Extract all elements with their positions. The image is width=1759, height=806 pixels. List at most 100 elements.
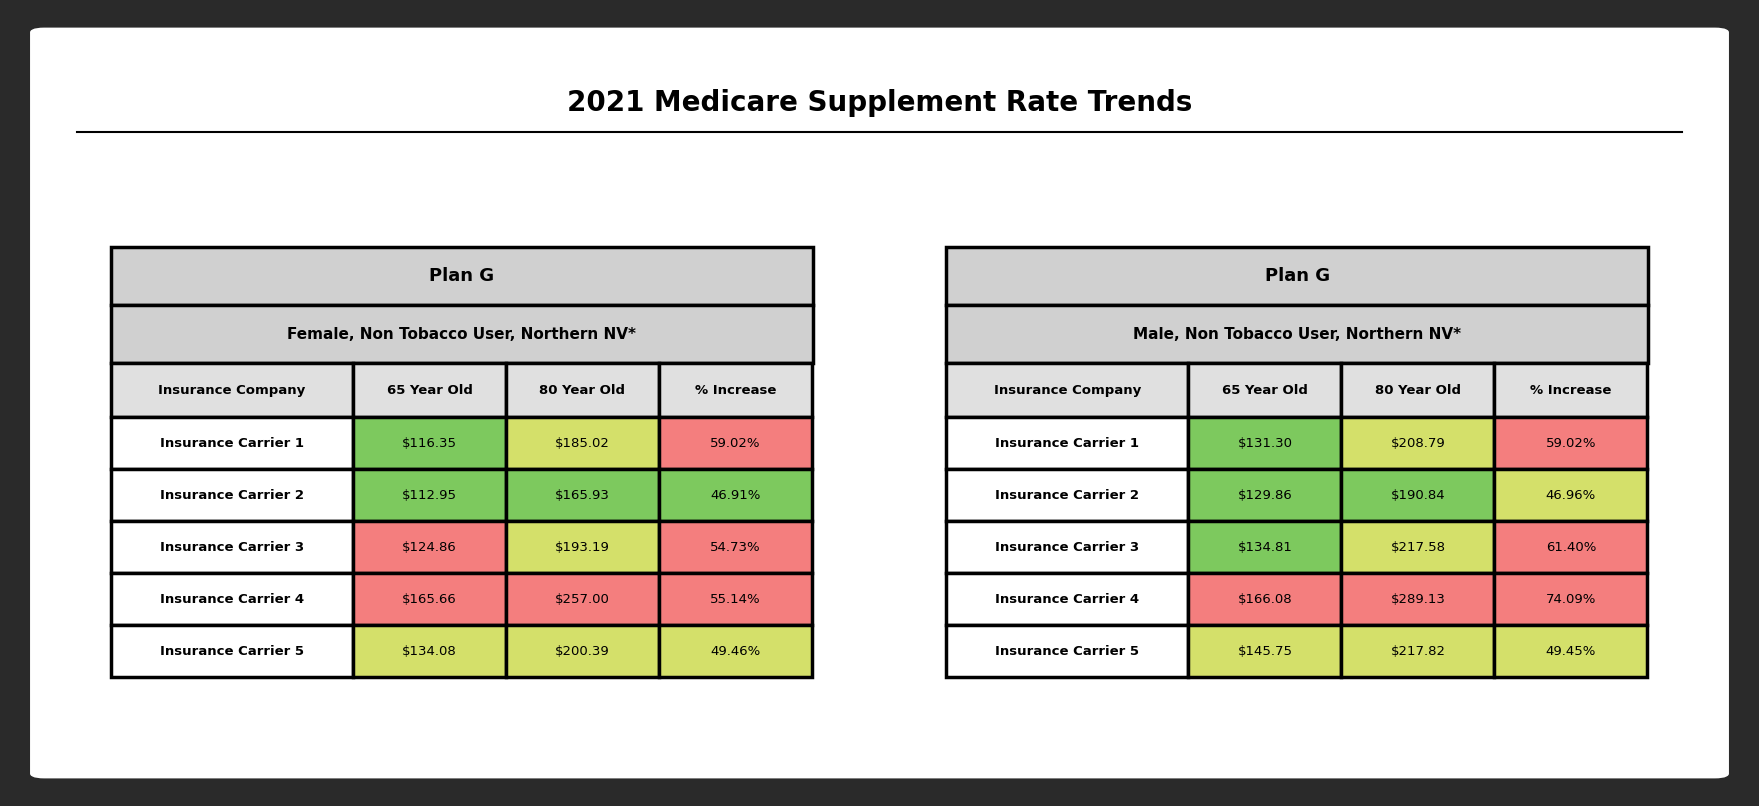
Text: $166.08: $166.08	[1238, 592, 1293, 606]
Text: 2021 Medicare Supplement Rate Trends: 2021 Medicare Supplement Rate Trends	[566, 89, 1193, 117]
Bar	[111, 625, 354, 677]
Bar	[1189, 625, 1342, 677]
Text: 49.46%: 49.46%	[711, 645, 760, 658]
Text: $124.86: $124.86	[403, 541, 457, 554]
Bar	[1342, 573, 1495, 625]
Bar	[946, 625, 1189, 677]
Bar	[660, 625, 813, 677]
Bar	[354, 418, 507, 469]
Text: $145.75: $145.75	[1238, 645, 1293, 658]
Text: Insurance Carrier 5: Insurance Carrier 5	[996, 645, 1140, 658]
Bar	[1342, 418, 1495, 469]
Bar	[507, 521, 660, 573]
Text: 80 Year Old: 80 Year Old	[540, 384, 626, 397]
Text: $165.93: $165.93	[556, 488, 610, 501]
Text: Insurance Company: Insurance Company	[158, 384, 306, 397]
Text: $134.81: $134.81	[1238, 541, 1293, 554]
Text: 59.02%: 59.02%	[711, 437, 760, 450]
Bar	[111, 469, 354, 521]
Text: Insurance Carrier 1: Insurance Carrier 1	[160, 437, 304, 450]
Bar	[354, 364, 507, 418]
Text: $200.39: $200.39	[556, 645, 610, 658]
Bar	[946, 521, 1189, 573]
Bar	[660, 521, 813, 573]
Text: $257.00: $257.00	[556, 592, 610, 606]
Text: $208.79: $208.79	[1391, 437, 1446, 450]
Text: Insurance Carrier 4: Insurance Carrier 4	[996, 592, 1140, 606]
Text: 49.45%: 49.45%	[1546, 645, 1595, 658]
Text: Insurance Carrier 4: Insurance Carrier 4	[160, 592, 304, 606]
Bar	[1342, 521, 1495, 573]
Bar	[660, 573, 813, 625]
Text: 80 Year Old: 80 Year Old	[1376, 384, 1462, 397]
Bar	[1495, 418, 1648, 469]
Bar	[1495, 625, 1648, 677]
Bar	[1495, 364, 1648, 418]
Bar	[660, 418, 813, 469]
Bar	[1495, 469, 1648, 521]
Text: $193.19: $193.19	[556, 541, 610, 554]
Bar	[507, 364, 660, 418]
FancyBboxPatch shape	[28, 25, 1731, 781]
Bar	[946, 418, 1189, 469]
Text: 74.09%: 74.09%	[1546, 592, 1595, 606]
Text: Insurance Carrier 3: Insurance Carrier 3	[996, 541, 1140, 554]
Text: $217.82: $217.82	[1390, 645, 1446, 658]
Bar	[111, 521, 354, 573]
Bar	[946, 364, 1189, 418]
Text: % Increase: % Increase	[1530, 384, 1611, 397]
Bar	[1342, 364, 1495, 418]
Text: 55.14%: 55.14%	[711, 592, 762, 606]
Bar	[946, 247, 1648, 305]
Bar	[946, 469, 1189, 521]
Text: $134.08: $134.08	[403, 645, 457, 658]
Text: Insurance Carrier 3: Insurance Carrier 3	[160, 541, 304, 554]
Text: $165.66: $165.66	[403, 592, 457, 606]
Bar	[507, 573, 660, 625]
Bar	[111, 418, 354, 469]
Text: Insurance Carrier 2: Insurance Carrier 2	[996, 488, 1140, 501]
Bar	[1189, 521, 1342, 573]
Text: $131.30: $131.30	[1238, 437, 1293, 450]
Bar	[354, 521, 507, 573]
Bar	[111, 364, 354, 418]
Text: 65 Year Old: 65 Year Old	[1223, 384, 1309, 397]
Bar	[354, 625, 507, 677]
Bar	[1495, 521, 1648, 573]
Bar	[1342, 469, 1495, 521]
Text: Insurance Carrier 2: Insurance Carrier 2	[160, 488, 304, 501]
Text: $217.58: $217.58	[1390, 541, 1446, 554]
Text: 46.91%: 46.91%	[711, 488, 760, 501]
Bar	[1189, 418, 1342, 469]
Text: $190.84: $190.84	[1391, 488, 1446, 501]
Bar	[507, 469, 660, 521]
Text: Plan G: Plan G	[1265, 268, 1330, 285]
Text: 54.73%: 54.73%	[711, 541, 762, 554]
Text: Male, Non Tobacco User, Northern NV*: Male, Non Tobacco User, Northern NV*	[1133, 327, 1462, 342]
Text: Insurance Company: Insurance Company	[994, 384, 1142, 397]
Bar	[1189, 469, 1342, 521]
Bar	[1495, 573, 1648, 625]
Bar	[111, 247, 813, 305]
Text: Insurance Carrier 1: Insurance Carrier 1	[996, 437, 1140, 450]
Bar	[354, 469, 507, 521]
Text: $116.35: $116.35	[403, 437, 457, 450]
Bar	[507, 418, 660, 469]
Text: Female, Non Tobacco User, Northern NV*: Female, Non Tobacco User, Northern NV*	[287, 327, 637, 342]
Text: 46.96%: 46.96%	[1546, 488, 1595, 501]
Bar	[946, 305, 1648, 364]
Text: 61.40%: 61.40%	[1546, 541, 1595, 554]
Bar	[946, 573, 1189, 625]
Bar	[111, 573, 354, 625]
Bar	[1342, 625, 1495, 677]
Bar	[111, 305, 813, 364]
Text: Plan G: Plan G	[429, 268, 494, 285]
Bar	[1189, 364, 1342, 418]
Text: $112.95: $112.95	[403, 488, 457, 501]
Text: $129.86: $129.86	[1238, 488, 1293, 501]
Bar	[354, 573, 507, 625]
Text: $185.02: $185.02	[556, 437, 610, 450]
Bar	[660, 364, 813, 418]
Bar	[507, 625, 660, 677]
Bar	[1189, 573, 1342, 625]
